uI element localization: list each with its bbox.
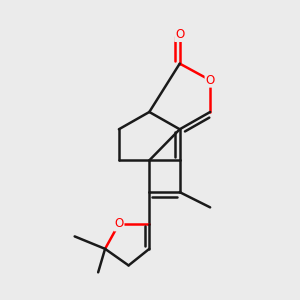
Text: O: O bbox=[114, 218, 124, 230]
Text: O: O bbox=[175, 28, 184, 41]
Text: O: O bbox=[206, 74, 215, 87]
